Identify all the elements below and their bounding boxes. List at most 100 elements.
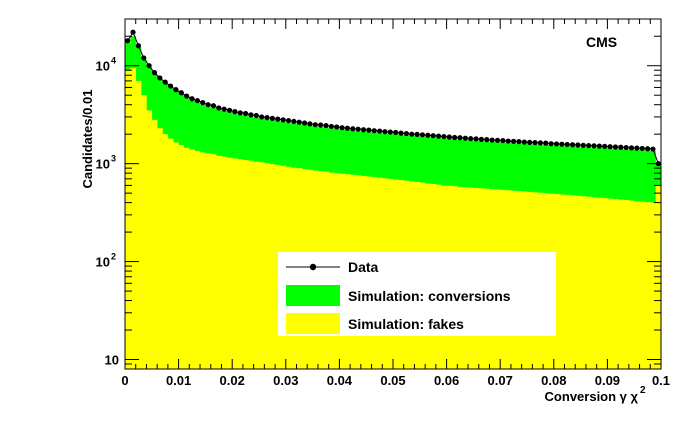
data-point bbox=[296, 119, 302, 125]
data-point bbox=[559, 141, 565, 147]
data-point bbox=[216, 105, 222, 111]
data-point bbox=[173, 87, 179, 93]
data-point bbox=[328, 123, 334, 130]
fakes-bar bbox=[618, 199, 624, 369]
data-point bbox=[478, 136, 485, 142]
data-point bbox=[441, 133, 447, 140]
data-point bbox=[435, 133, 442, 139]
data-point bbox=[505, 138, 511, 144]
y-axis-label: Candidates/0.01 bbox=[80, 90, 95, 189]
data-point bbox=[387, 129, 393, 135]
data-point bbox=[462, 135, 468, 141]
data-point bbox=[318, 122, 324, 128]
x-tick-label: 0 bbox=[121, 373, 128, 388]
fakes-bar bbox=[226, 157, 233, 369]
fakes-bar bbox=[130, 67, 137, 369]
fakes-bar bbox=[553, 193, 560, 369]
data-point bbox=[355, 126, 361, 132]
data-point bbox=[548, 141, 554, 147]
data-point bbox=[623, 144, 629, 151]
fakes-bar bbox=[634, 201, 640, 369]
data-point bbox=[393, 129, 399, 136]
data-point bbox=[344, 125, 351, 131]
data-point bbox=[425, 132, 431, 138]
fakes-bar bbox=[189, 149, 195, 369]
fakes-bar bbox=[183, 147, 190, 369]
data-point bbox=[339, 125, 345, 131]
data-point bbox=[618, 144, 624, 150]
data-point bbox=[634, 145, 640, 151]
fakes-bar bbox=[248, 160, 254, 369]
fakes-bar bbox=[564, 194, 571, 369]
fakes-bar bbox=[200, 152, 206, 369]
fakes-bar bbox=[242, 159, 249, 369]
data-point bbox=[210, 103, 217, 109]
data-point bbox=[500, 137, 506, 144]
y-tick-label: 10 bbox=[96, 59, 110, 74]
x-axis-label-superscript: 2 bbox=[640, 385, 646, 396]
data-point bbox=[553, 141, 560, 147]
data-point bbox=[280, 117, 286, 123]
data-point bbox=[537, 140, 544, 146]
fakes-bar bbox=[575, 195, 581, 369]
fakes-bar bbox=[602, 198, 608, 369]
fakes-bar bbox=[162, 134, 169, 369]
fakes-bar bbox=[639, 201, 646, 369]
x-tick-label: 0.06 bbox=[434, 373, 459, 388]
data-point bbox=[586, 142, 592, 149]
legend-label-fakes: Simulation: fakes bbox=[348, 316, 464, 332]
legend-data-marker bbox=[309, 263, 317, 271]
data-point bbox=[489, 137, 495, 143]
data-point bbox=[569, 142, 576, 148]
x-axis-label: Conversion γ χ bbox=[545, 389, 639, 404]
y-tick-exponent: 4 bbox=[111, 56, 116, 66]
legend-label-conversions: Simulation: conversions bbox=[348, 288, 511, 304]
x-tick-label: 0.01 bbox=[166, 373, 191, 388]
x-tick-label: 0.09 bbox=[595, 373, 620, 388]
data-point bbox=[125, 38, 131, 44]
data-point bbox=[205, 102, 211, 108]
x-tick-label: 0.02 bbox=[220, 373, 245, 388]
fakes-bar bbox=[628, 200, 635, 369]
data-point bbox=[575, 142, 581, 148]
data-point bbox=[409, 131, 415, 137]
fakes-bar bbox=[644, 202, 651, 369]
data-point bbox=[510, 138, 517, 144]
fakes-bar bbox=[259, 162, 265, 369]
data-point bbox=[580, 142, 586, 148]
fakes-bar bbox=[596, 197, 603, 369]
fakes-bar bbox=[173, 142, 179, 369]
data-point bbox=[162, 79, 168, 85]
data-point bbox=[527, 139, 533, 145]
data-point bbox=[221, 106, 227, 112]
data-point bbox=[237, 110, 243, 116]
data-point bbox=[377, 128, 383, 134]
fakes-bar bbox=[216, 155, 222, 369]
fakes-bar bbox=[135, 80, 142, 369]
data-points bbox=[125, 29, 661, 167]
data-point bbox=[516, 138, 522, 145]
fakes-bar bbox=[607, 198, 614, 369]
data-point bbox=[167, 83, 174, 89]
data-point bbox=[232, 109, 238, 115]
data-point bbox=[366, 127, 372, 133]
data-point bbox=[628, 145, 635, 151]
x-tick-label: 0.04 bbox=[327, 373, 353, 388]
data-point bbox=[194, 98, 200, 104]
data-point bbox=[457, 135, 463, 141]
legend-swatch-fakes bbox=[286, 313, 340, 334]
fakes-bar bbox=[269, 164, 276, 369]
data-point bbox=[532, 140, 538, 146]
fakes-bar bbox=[559, 194, 565, 369]
fakes-bar bbox=[141, 95, 147, 370]
data-point bbox=[323, 122, 329, 129]
data-point bbox=[484, 137, 490, 143]
data-point bbox=[360, 127, 367, 133]
data-point bbox=[151, 70, 158, 76]
data-point bbox=[275, 116, 281, 122]
data-point bbox=[596, 143, 602, 149]
data-point bbox=[301, 120, 308, 126]
fakes-bar bbox=[125, 70, 131, 369]
y-tick-exponent: 3 bbox=[111, 154, 116, 164]
